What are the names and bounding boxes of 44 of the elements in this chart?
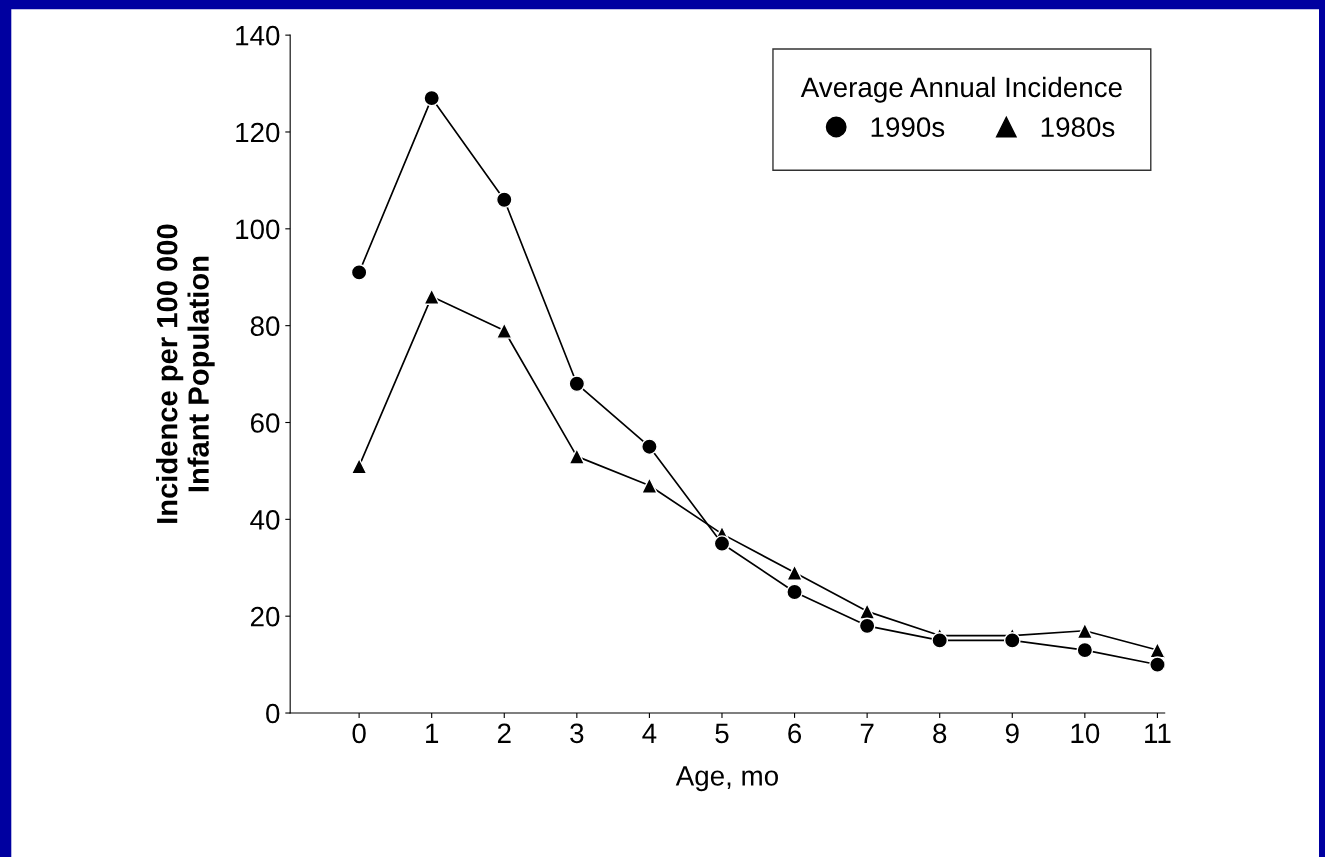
y-tick-label: 20 [250, 606, 280, 627]
y-tick-label: 120 [236, 122, 280, 143]
x-tick-label: 4 [642, 723, 657, 743]
x-tick-label: 11 [1145, 723, 1171, 743]
legend-label: 1980s [1041, 117, 1115, 137]
x-tick-label: 0 [352, 723, 366, 744]
y-tick-label: 60 [250, 413, 280, 433]
point [495, 191, 513, 209]
x-tick-label: 8 [933, 723, 947, 744]
x-tick-label: 7 [860, 723, 874, 743]
x-tick-label: 10 [1071, 723, 1100, 744]
point [1003, 632, 1021, 649]
y-tick-label: 0 [266, 703, 280, 724]
y-tick-label: 140 [236, 25, 280, 46]
point [423, 89, 441, 107]
point [641, 438, 658, 456]
point [423, 288, 441, 305]
x-tick-label: 9 [1005, 723, 1019, 744]
point [495, 322, 513, 339]
point [858, 617, 876, 635]
x-axis-title: Age, mo [675, 766, 778, 792]
point [713, 535, 731, 552]
point [786, 564, 803, 581]
legend-title: Average Annual Incidence [800, 76, 1122, 103]
x-tick-label: 2 [497, 723, 511, 743]
x-tick-label: 5 [715, 723, 729, 744]
point [858, 603, 876, 620]
x-tick-label: 6 [788, 723, 802, 744]
legend-label: 1990s [871, 117, 945, 137]
point [568, 375, 586, 393]
point [1076, 641, 1094, 659]
x-tick-label: 1 [426, 723, 439, 743]
point [931, 632, 949, 649]
point [1149, 656, 1165, 673]
point [786, 583, 803, 601]
y-tick-label: 100 [236, 219, 280, 240]
point [641, 477, 658, 494]
point [350, 264, 368, 281]
y-tick-label: 80 [250, 316, 280, 336]
y-tick-label: 40 [250, 510, 280, 530]
x-tick-label: 3 [570, 723, 584, 744]
point [1076, 622, 1094, 640]
point [568, 448, 586, 465]
y-axis-title: Incidence per 100 000 Infant Population [156, 224, 215, 523]
